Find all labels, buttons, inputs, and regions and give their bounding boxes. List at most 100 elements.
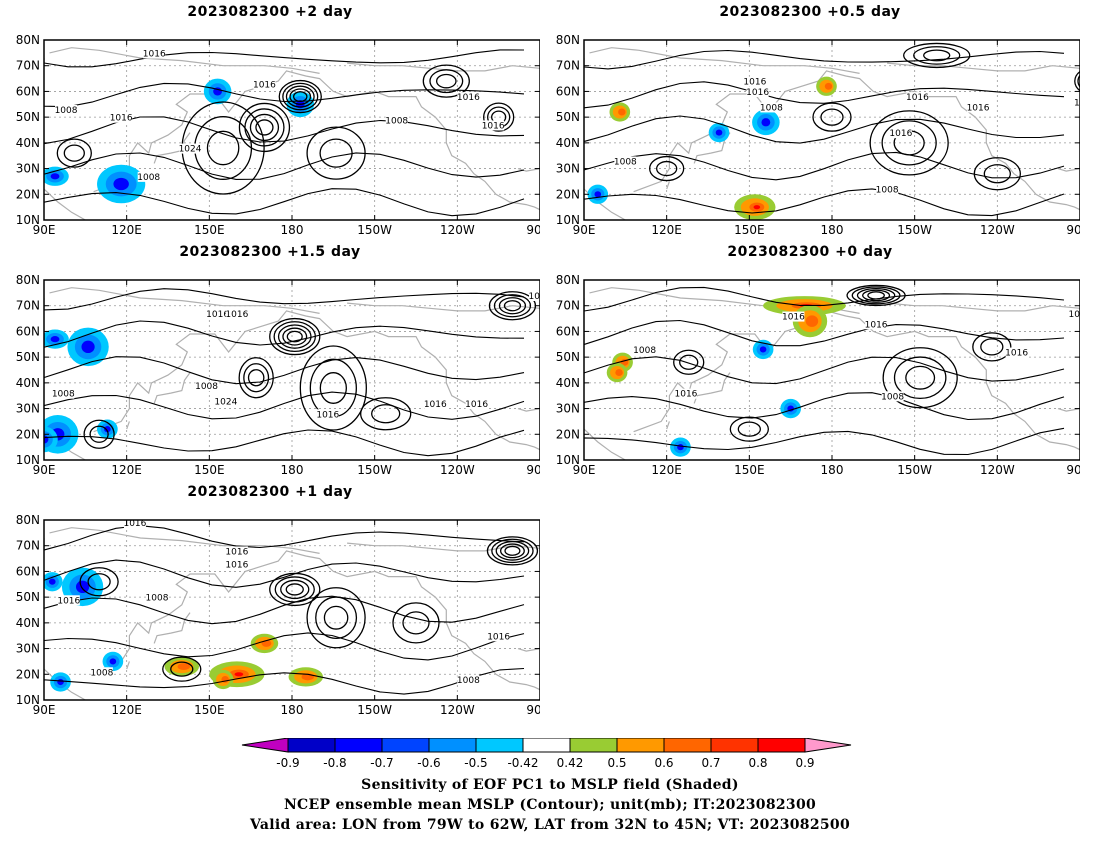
isobar <box>503 300 522 312</box>
isobar <box>44 667 525 695</box>
lon-label: 150E <box>734 463 765 477</box>
contour-label: 1008 <box>52 390 75 400</box>
lon-label: 120E <box>111 703 142 717</box>
isobar <box>194 116 253 180</box>
isobar <box>44 116 525 145</box>
isobar <box>493 294 532 318</box>
contour-label: 1024 <box>179 145 202 155</box>
isobar <box>429 69 464 94</box>
isobar <box>584 81 1065 109</box>
contour-label: 1016 <box>225 310 248 320</box>
isobar <box>249 113 280 142</box>
lon-label: 120W <box>980 223 1015 237</box>
isobar <box>83 419 115 449</box>
colorbar-tick-label: -0.9 <box>276 756 299 770</box>
isobar <box>729 416 769 442</box>
colorbar-swatch <box>522 738 571 753</box>
isobar <box>584 392 1065 421</box>
isobar <box>881 120 937 166</box>
lat-label: 70N <box>556 299 580 313</box>
lon-label: 120E <box>111 463 142 477</box>
isobar <box>315 596 358 640</box>
map-svg: 1016 1016 1008 1008 1016 1016 1008 80N 70N 60N 50N… <box>556 273 1080 477</box>
colorbar-swatch <box>663 738 712 753</box>
lon-label: 120E <box>651 463 682 477</box>
isobar <box>371 404 401 424</box>
lon-label: 90W <box>1066 463 1080 477</box>
contour-label: 1016 <box>967 103 990 113</box>
lon-label: 150W <box>897 223 932 237</box>
isobar <box>584 319 1065 347</box>
isobar <box>903 42 971 69</box>
isobar <box>44 595 525 625</box>
isobar <box>1074 70 1080 92</box>
isobar <box>319 138 353 168</box>
isobar <box>63 144 85 162</box>
lat-label: 20N <box>16 187 40 201</box>
isobar <box>44 49 525 68</box>
lon-label: 180 <box>281 703 304 717</box>
isobar <box>44 152 525 180</box>
colorbar-tick-label: 0.7 <box>701 756 720 770</box>
lon-label: 150W <box>357 223 392 237</box>
isobar <box>656 160 678 177</box>
contour-label: 1008 <box>760 103 783 113</box>
lon-label: 180 <box>821 463 844 477</box>
map-svg: 10161016100810161016100810161008100880N7… <box>556 33 1080 237</box>
colorbar-tick-label: -0.42 <box>507 756 538 770</box>
isobar <box>286 330 303 343</box>
lat-label: 60N <box>16 564 40 578</box>
panel-title: 2023082300 +2 day <box>187 4 353 20</box>
isobar <box>89 425 109 443</box>
lon-label: 180 <box>821 223 844 237</box>
lat-label: 10N <box>16 453 40 467</box>
isobar <box>486 536 539 566</box>
lat-label: 20N <box>16 667 40 681</box>
lat-label: 30N <box>16 402 40 416</box>
lat-label: 40N <box>16 136 40 150</box>
isobar <box>269 317 321 356</box>
isobar <box>243 363 270 393</box>
isobar <box>44 391 525 420</box>
isobar <box>44 429 525 457</box>
lat-label: 20N <box>556 187 580 201</box>
isobar <box>278 79 322 114</box>
isobar <box>820 108 844 126</box>
lat-label: 50N <box>556 350 580 364</box>
isobar <box>44 320 525 348</box>
lon-label: 90E <box>33 463 56 477</box>
isobar <box>491 538 534 564</box>
lat-label: 10N <box>16 213 40 227</box>
isobar <box>435 73 457 89</box>
colorbar-swatch <box>569 738 618 753</box>
isobar <box>285 85 315 108</box>
contour-label: 1008 <box>1074 98 1080 108</box>
isobar <box>923 49 951 62</box>
isobar <box>238 357 274 399</box>
contour-label: 1016 <box>253 80 276 90</box>
contour-label: 1016 <box>57 596 80 606</box>
lon-label: 120E <box>651 223 682 237</box>
contour-label: 1008 <box>90 668 113 678</box>
lon-label: 180 <box>281 223 304 237</box>
lon-label: 90W <box>526 703 540 717</box>
isobar <box>856 287 896 303</box>
isobar <box>323 605 349 630</box>
isobar <box>584 188 1065 217</box>
lon-label: 90E <box>573 223 596 237</box>
contour-label: 1016 <box>865 320 888 330</box>
lon-label: 120W <box>980 463 1015 477</box>
colorbar-swatch <box>381 738 430 753</box>
isobar <box>306 587 366 649</box>
colorbar-swatch <box>428 738 477 753</box>
isobar <box>402 611 430 635</box>
contour-label: 1016 <box>225 547 248 557</box>
contour-label: 1016 <box>424 400 447 410</box>
isobar <box>737 421 761 437</box>
isobar <box>255 119 274 136</box>
panel-plus-1-day: 2023082300 +1 day 1016 1016 1016 1008 1016 10… <box>0 480 540 720</box>
lat-label: 60N <box>16 324 40 338</box>
lon-label: 150W <box>897 463 932 477</box>
panel-plus-1-5-day: 2023082300 +1.5 day 10081016101610081008… <box>0 240 540 480</box>
colorbar-swatch <box>757 738 806 753</box>
